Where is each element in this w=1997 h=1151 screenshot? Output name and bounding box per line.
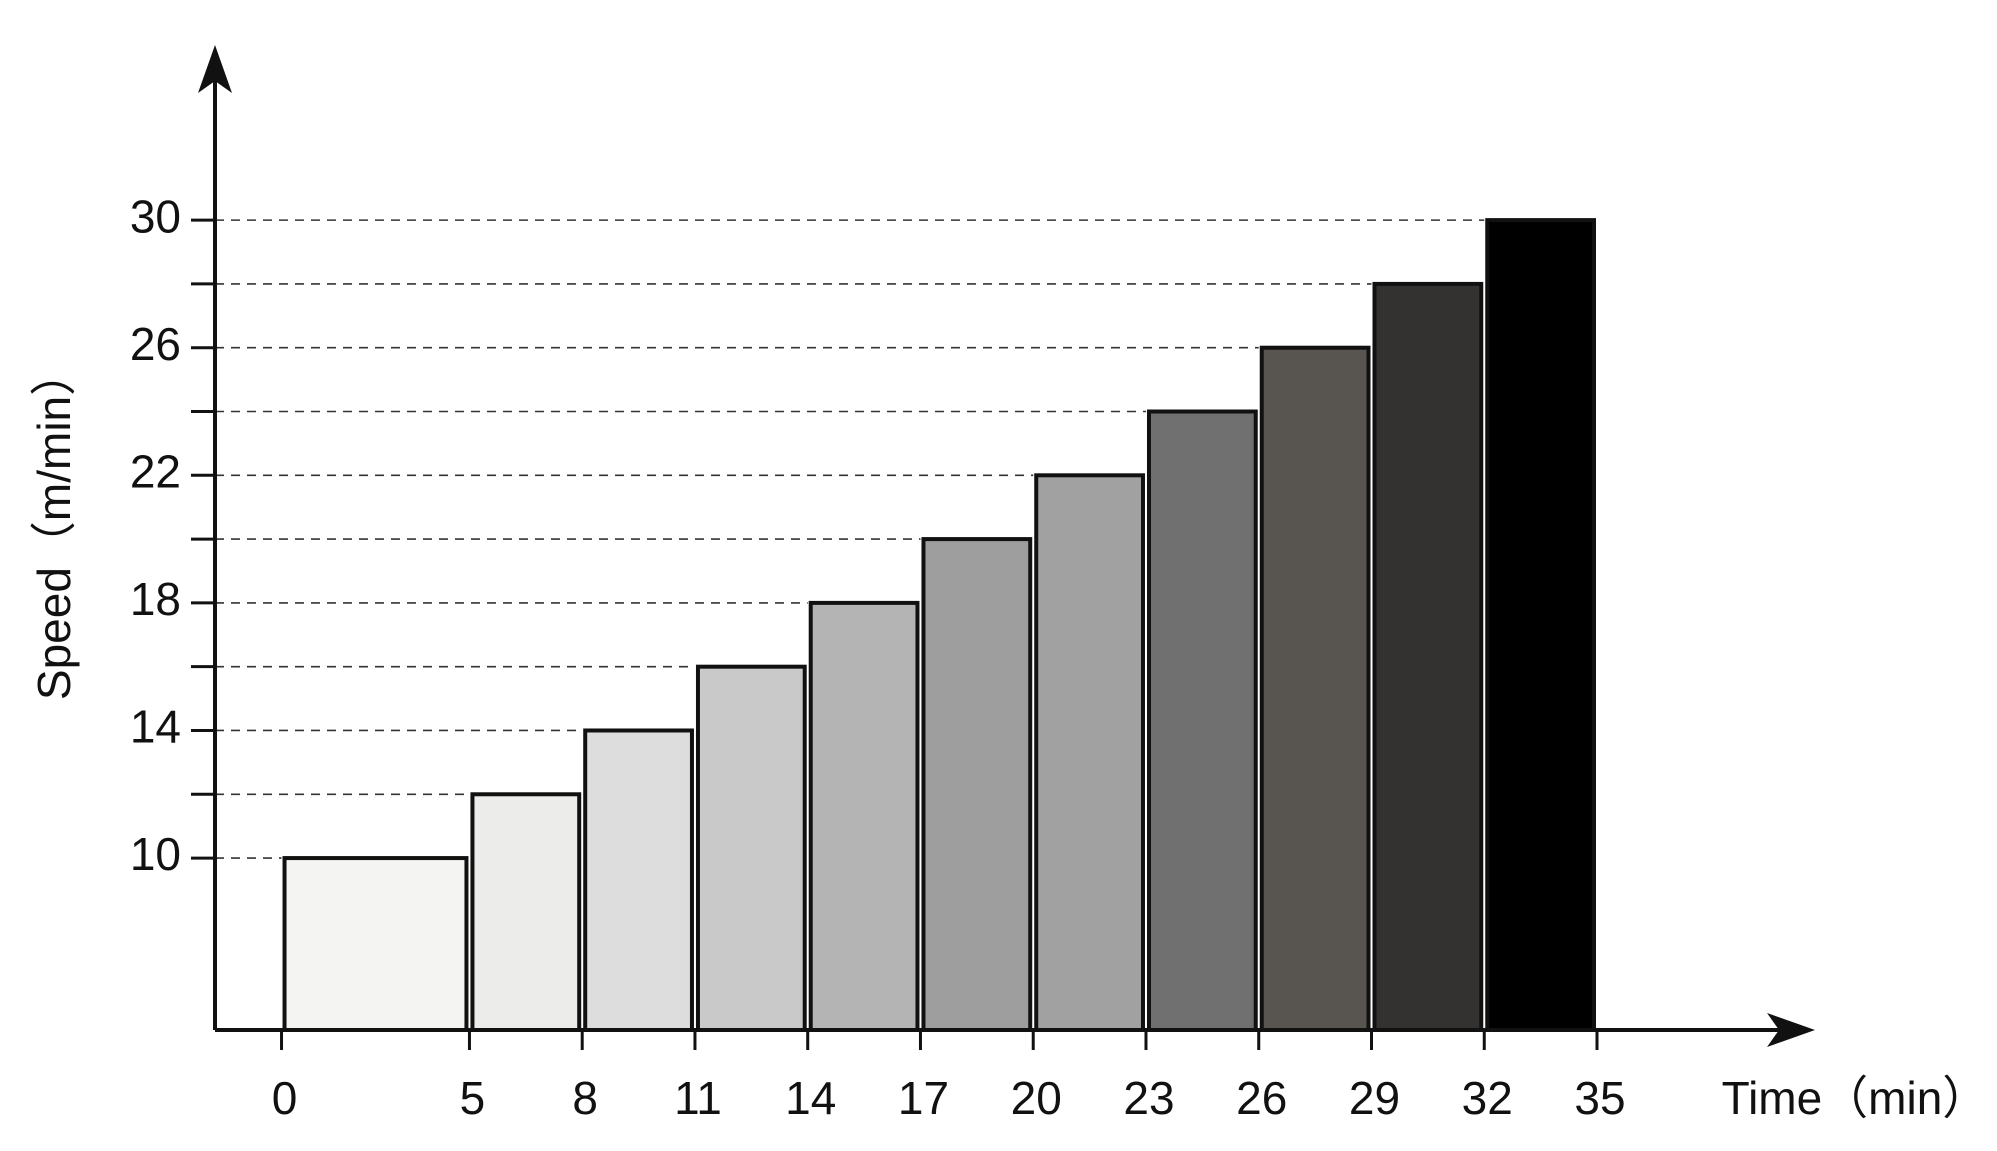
x-tick-label: 32 bbox=[1462, 1072, 1513, 1124]
bar bbox=[808, 600, 920, 1032]
bar bbox=[1485, 218, 1597, 1032]
bar bbox=[1034, 473, 1145, 1032]
y-axis-label: Speed（m/min） bbox=[28, 350, 80, 700]
y-tick-label: 26 bbox=[130, 318, 181, 370]
x-tick-label: 14 bbox=[785, 1072, 836, 1124]
x-axis-arrow bbox=[1767, 1013, 1815, 1047]
bar bbox=[470, 792, 582, 1033]
y-tick-label: 30 bbox=[130, 190, 181, 242]
x-tick-label: 8 bbox=[572, 1072, 598, 1124]
x-tick-label: 29 bbox=[1349, 1072, 1400, 1124]
y-tick-label: 10 bbox=[130, 828, 181, 880]
x-tick-label: 26 bbox=[1236, 1072, 1287, 1124]
y-tick-label: 18 bbox=[130, 573, 181, 625]
y-tick-label: 22 bbox=[130, 445, 181, 497]
bar bbox=[1372, 281, 1484, 1033]
x-tick-label: 23 bbox=[1123, 1072, 1174, 1124]
bar bbox=[583, 728, 694, 1032]
bar bbox=[695, 664, 807, 1032]
x-tick-label: 11 bbox=[674, 1072, 722, 1124]
x-tick-label: 5 bbox=[460, 1072, 486, 1124]
x-tick-label: 20 bbox=[1011, 1072, 1062, 1124]
y-tick-label: 14 bbox=[130, 701, 181, 753]
bar bbox=[1259, 345, 1371, 1032]
x-tick-label: 17 bbox=[898, 1072, 949, 1124]
bar bbox=[921, 537, 1033, 1033]
y-axis-arrow bbox=[198, 45, 232, 93]
x-tick-label: 35 bbox=[1574, 1072, 1625, 1124]
x-tick-label: 0 bbox=[272, 1072, 298, 1124]
bar bbox=[1146, 409, 1258, 1032]
bar bbox=[282, 856, 469, 1033]
x-axis-label: Time（min） bbox=[1722, 1072, 1989, 1124]
